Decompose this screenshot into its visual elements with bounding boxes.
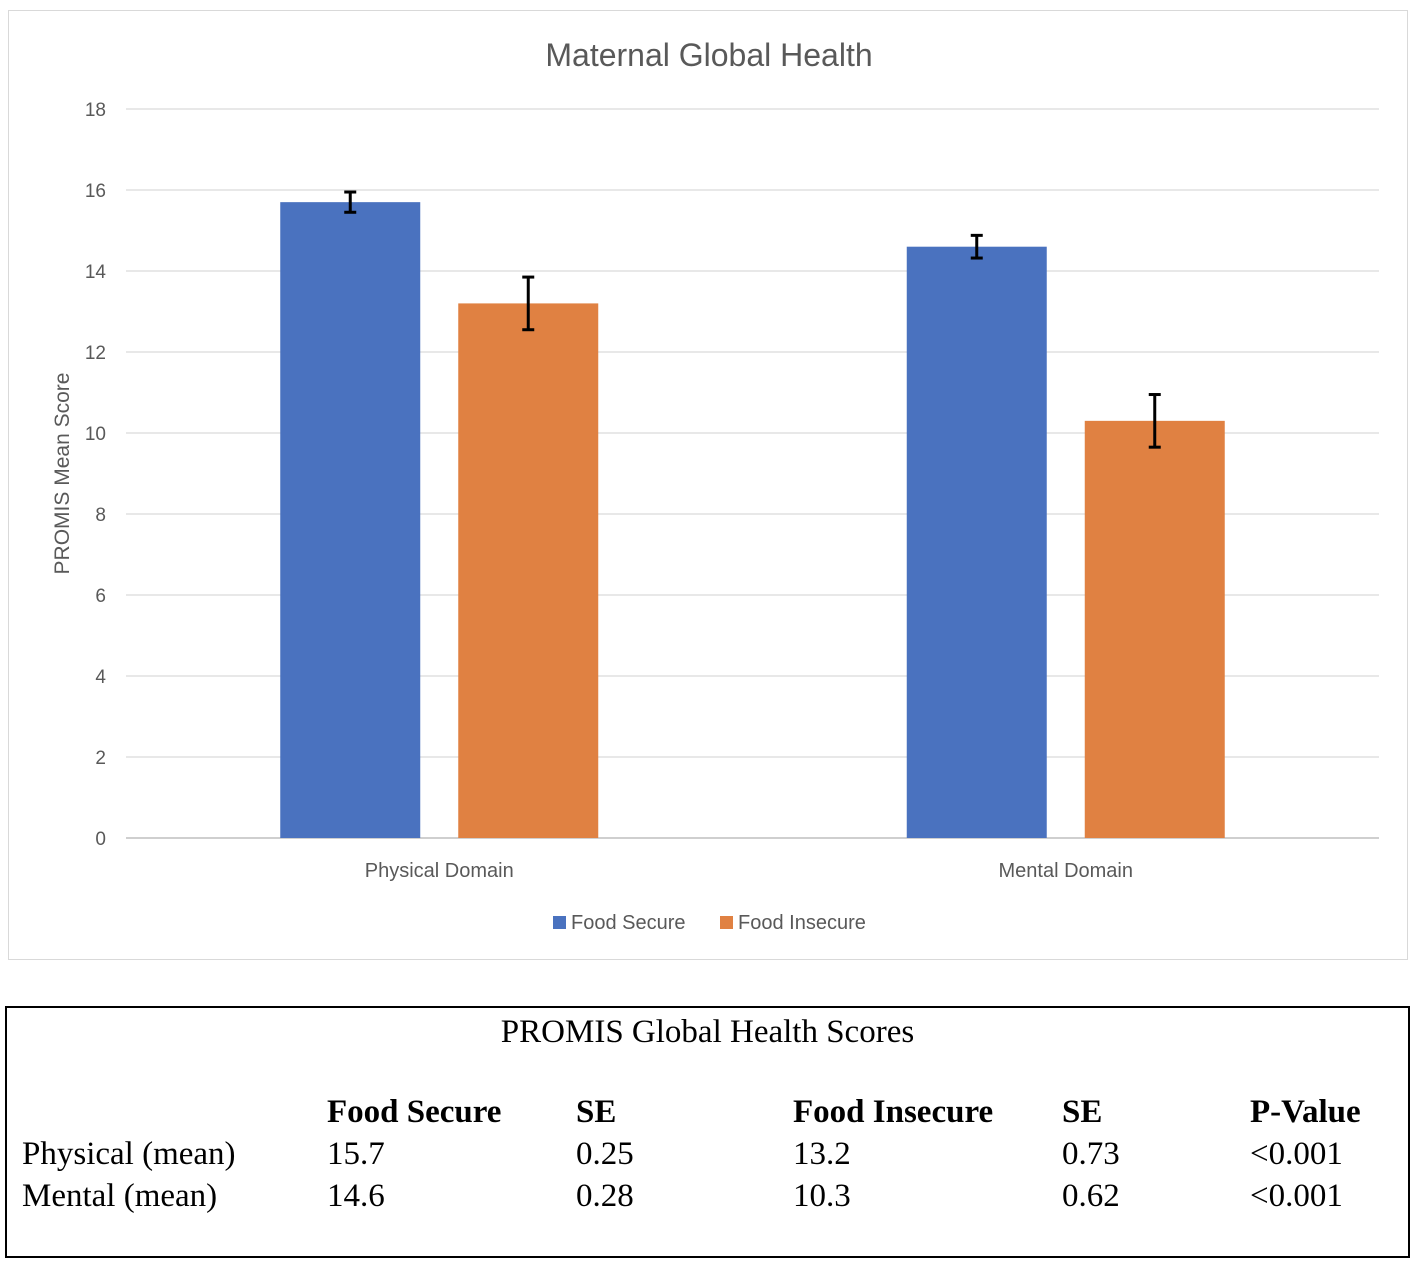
y-tick-label: 14 [85, 262, 107, 283]
cell-physical-se-insecure: 0.73 [1062, 1136, 1120, 1172]
legend-swatch [553, 916, 566, 929]
legend-label: Food Secure [571, 912, 686, 934]
y-tick-label: 16 [85, 181, 106, 202]
cell-mental-food-secure: 14.6 [327, 1178, 385, 1214]
bar-food-insecure-0 [458, 303, 599, 838]
row-label-physical: Physical (mean) [22, 1136, 236, 1172]
y-tick-label: 12 [85, 343, 106, 364]
bar-food-insecure-1 [1084, 420, 1225, 838]
cell-physical-food-secure: 15.7 [327, 1136, 385, 1172]
header-food-secure: Food Secure [327, 1094, 502, 1130]
cell-mental-p-value: <0.001 [1250, 1178, 1343, 1214]
chart-container: Maternal Global Health 0 2 4 6 8 10 12 14 16 18 PRO… [8, 10, 1408, 960]
header-food-insecure: Food Insecure [793, 1094, 994, 1130]
bar-chart: Maternal Global Health 0 2 4 6 8 10 12 14 16 18 PRO… [51, 37, 1379, 934]
y-tick-label: 8 [95, 505, 106, 526]
cell-physical-p-value: <0.001 [1250, 1136, 1343, 1172]
bar-food-secure-0 [280, 202, 421, 838]
header-se-insecure: SE [1062, 1094, 1103, 1130]
y-tick-label: 4 [95, 667, 106, 688]
y-tick-label: 2 [95, 748, 106, 769]
y-tick-label: 18 [85, 100, 106, 121]
y-axis-label: PROMIS Mean Score [51, 373, 74, 575]
y-tick-label: 6 [95, 586, 106, 607]
legend-label: Food Insecure [738, 912, 866, 934]
cell-mental-se-secure: 0.28 [576, 1178, 634, 1214]
cell-physical-food-insecure: 13.2 [793, 1136, 851, 1172]
y-tick-label: 0 [95, 829, 106, 850]
x-category-label: Mental Domain [998, 860, 1133, 882]
scores-table: PROMIS Global Health Scores Food Secure … [5, 1006, 1410, 1258]
x-category-label: Physical Domain [365, 860, 514, 882]
legend-swatch [720, 916, 733, 929]
header-p-value: P-Value [1250, 1094, 1361, 1130]
row-label-mental: Mental (mean) [22, 1178, 218, 1214]
y-tick-label: 10 [85, 424, 106, 445]
chart-title: Maternal Global Health [545, 37, 872, 73]
bar-food-secure-1 [906, 246, 1047, 838]
header-se-secure: SE [576, 1094, 617, 1130]
table-title: PROMIS Global Health Scores [500, 1014, 915, 1050]
cell-mental-se-insecure: 0.62 [1062, 1178, 1120, 1214]
cell-mental-food-insecure: 10.3 [793, 1178, 851, 1214]
cell-physical-se-secure: 0.25 [576, 1136, 634, 1172]
